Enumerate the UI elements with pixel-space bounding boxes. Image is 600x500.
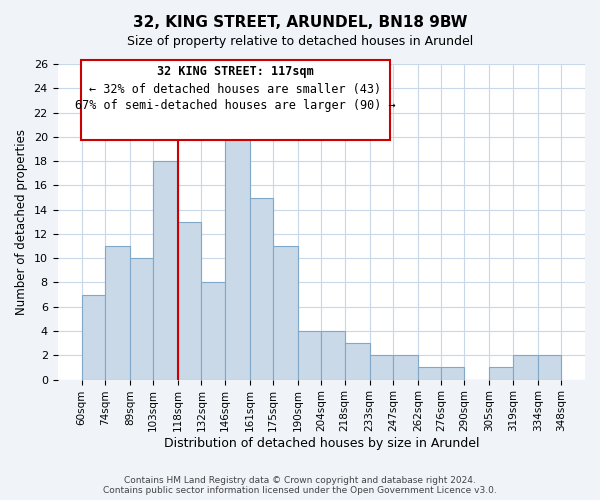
Text: ← 32% of detached houses are smaller (43): ← 32% of detached houses are smaller (43… — [89, 82, 382, 96]
Bar — [513, 356, 538, 380]
Text: 67% of semi-detached houses are larger (90) →: 67% of semi-detached houses are larger (… — [75, 99, 396, 112]
Bar — [82, 294, 105, 380]
Text: 32, KING STREET, ARUNDEL, BN18 9BW: 32, KING STREET, ARUNDEL, BN18 9BW — [133, 15, 467, 30]
Bar — [441, 368, 464, 380]
Bar — [130, 258, 153, 380]
Bar — [250, 198, 273, 380]
Bar — [538, 356, 561, 380]
Text: Size of property relative to detached houses in Arundel: Size of property relative to detached ho… — [127, 35, 473, 48]
Bar — [153, 161, 178, 380]
Bar — [393, 356, 418, 380]
Bar — [202, 282, 224, 380]
Bar — [224, 124, 250, 380]
Bar — [418, 368, 441, 380]
Bar — [298, 331, 321, 380]
Bar — [344, 343, 370, 380]
Bar — [105, 246, 130, 380]
Bar — [321, 331, 344, 380]
Text: Contains public sector information licensed under the Open Government Licence v3: Contains public sector information licen… — [103, 486, 497, 495]
X-axis label: Distribution of detached houses by size in Arundel: Distribution of detached houses by size … — [164, 437, 479, 450]
Bar — [490, 368, 513, 380]
Y-axis label: Number of detached properties: Number of detached properties — [15, 129, 28, 315]
Bar — [178, 222, 202, 380]
Bar — [273, 246, 298, 380]
Bar — [370, 356, 393, 380]
Text: Contains HM Land Registry data © Crown copyright and database right 2024.: Contains HM Land Registry data © Crown c… — [124, 476, 476, 485]
Text: 32 KING STREET: 117sqm: 32 KING STREET: 117sqm — [157, 65, 314, 78]
